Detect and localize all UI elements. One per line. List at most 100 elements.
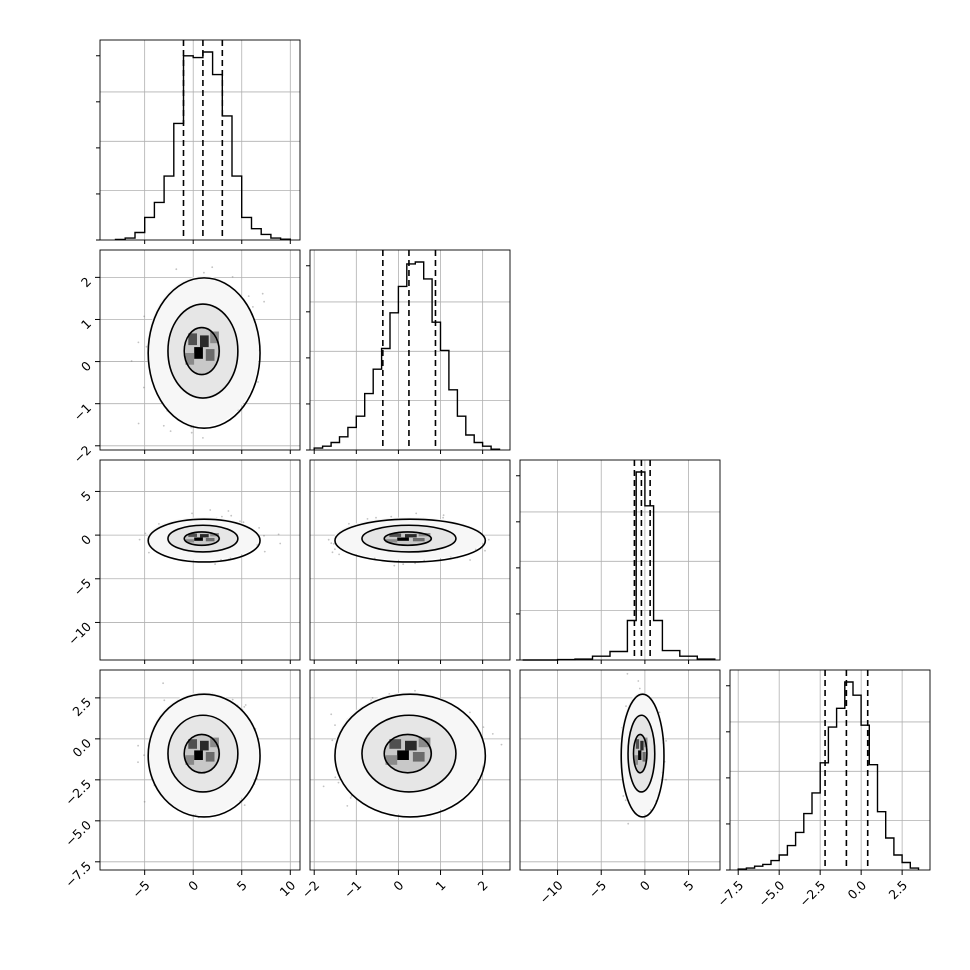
scatter-point (137, 422, 140, 425)
scatter-point (627, 822, 630, 825)
scatter-point (393, 564, 396, 567)
scatter-point (137, 341, 140, 344)
density-cell (185, 539, 195, 543)
density-cell (389, 739, 402, 749)
density-cell (634, 755, 638, 765)
marks-layer (114, 40, 920, 870)
panel-frame (309, 459, 511, 661)
scatter-point (258, 527, 260, 529)
scatter-point (231, 698, 234, 701)
scatter-point (658, 711, 661, 714)
density-cell (185, 755, 195, 765)
scatter-point (638, 687, 641, 690)
scatter-point (402, 563, 405, 566)
scatter-point (338, 553, 340, 556)
scatter-point (330, 713, 333, 716)
scatter-point (263, 300, 265, 303)
density-cell (188, 533, 197, 537)
scatter-point (334, 776, 337, 779)
scatter-point (330, 542, 333, 545)
contour-line (147, 518, 261, 563)
density-cell (385, 539, 398, 543)
scatter-point (487, 538, 490, 541)
scatter-point (143, 800, 146, 803)
scatter-point (482, 726, 485, 728)
density-cell (194, 537, 203, 541)
scatter-point (331, 551, 334, 554)
density-cell (200, 335, 209, 348)
scatter-point (375, 516, 377, 519)
scatter-point (230, 514, 233, 517)
scatter-point (348, 522, 350, 525)
frames-layer (99, 39, 931, 871)
scatter-point (469, 711, 471, 714)
scatter-point (474, 548, 477, 551)
density-cell (188, 333, 197, 346)
panel-frame (99, 669, 301, 871)
density-panel (620, 672, 667, 825)
scatter-point (665, 740, 667, 742)
scatter-point (622, 795, 625, 797)
density-cell (642, 752, 646, 762)
scatter-point (252, 306, 254, 308)
contour-line (167, 714, 239, 793)
panel-frame (309, 249, 511, 451)
scatter-point (337, 781, 340, 784)
scatter-point (175, 268, 178, 271)
scatter-point (227, 510, 230, 512)
scatter-point (442, 514, 445, 517)
scatter-point (373, 557, 376, 560)
scatter-point (261, 292, 264, 295)
contour-line (334, 518, 487, 563)
scatter-point (334, 724, 336, 726)
scatter-point (209, 509, 212, 511)
scatter-point (279, 542, 282, 545)
density-cell (405, 740, 417, 751)
scatter-point (244, 704, 247, 706)
contour-line (632, 733, 648, 774)
contour-line (627, 714, 656, 793)
density-cell (210, 331, 219, 344)
scatter-point (366, 518, 369, 520)
contour-line (361, 714, 457, 793)
scatter-point (143, 754, 146, 757)
scatter-point (142, 386, 145, 389)
contour-line (147, 693, 261, 818)
scatter-point (243, 804, 246, 806)
scatter-point (144, 532, 147, 535)
panel-frame (99, 39, 301, 241)
scatter-point (390, 515, 393, 518)
scatter-point (247, 295, 250, 297)
scatter-point (242, 521, 245, 524)
contour-line (183, 531, 220, 547)
scatter-point (414, 689, 416, 692)
panel-frame (99, 459, 301, 661)
scatter-point (137, 744, 140, 747)
contour-line (167, 524, 239, 553)
panel-frame (519, 459, 721, 661)
panel-frame (729, 669, 931, 871)
scatter-point (243, 706, 246, 708)
scatter-point (169, 430, 172, 432)
density-cell (200, 534, 209, 538)
scatter-point (231, 276, 234, 278)
scatter-point (332, 543, 335, 545)
scatter-point (331, 739, 334, 742)
contour-line (383, 733, 433, 774)
scatter-point (162, 682, 165, 685)
scatter-point (202, 437, 204, 439)
scatter-point (263, 534, 265, 537)
density-cell (194, 750, 203, 760)
histogram-step-line (737, 681, 920, 870)
histogram-step-line (522, 471, 716, 661)
density-cell (385, 755, 398, 765)
density-panel (130, 266, 265, 439)
scatter-point (263, 550, 266, 553)
scatter-point (137, 761, 139, 764)
scatter-point (322, 785, 325, 788)
density-panel (322, 689, 503, 818)
density-cell (405, 534, 417, 538)
density-cell (640, 740, 644, 751)
